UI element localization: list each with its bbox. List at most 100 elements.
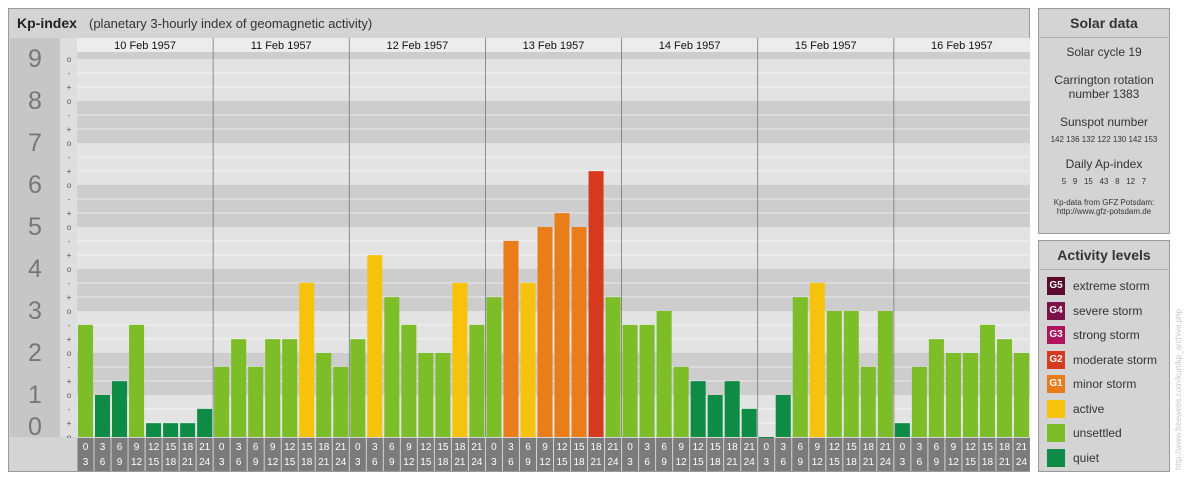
x-slot-end: 9 — [797, 457, 803, 468]
y-tick-label: 8 — [28, 87, 42, 115]
x-slot-end: 24 — [471, 457, 483, 468]
legend-item: G1 minor storm — [1047, 375, 1167, 393]
x-slot-end: 6 — [644, 457, 650, 468]
y-tick-label: 3 — [28, 297, 42, 325]
y-tick-label: 1 — [28, 381, 42, 409]
chart-title-bar: Kp-index (planetary 3-hourly index of ge… — [9, 9, 1029, 37]
solar-cycle: Solar cycle 19 — [1066, 45, 1142, 59]
x-slot-start: 15 — [573, 442, 585, 453]
x-slot-start: 18 — [454, 442, 466, 453]
credit-url: http://www.freewebs.com/kurt/kp_archive.… — [1174, 309, 1183, 470]
x-slot-start: 21 — [608, 442, 620, 453]
minor-mark-column — [60, 38, 77, 437]
minor-mark: + — [67, 293, 72, 302]
kp-bar — [571, 227, 587, 437]
minor-mark: o — [67, 391, 72, 400]
minor-mark: + — [67, 419, 72, 428]
x-slot-cell — [622, 438, 639, 471]
x-slot-start: 3 — [917, 442, 923, 453]
x-slot-start: 3 — [644, 442, 650, 453]
kp-bar — [962, 353, 978, 437]
legend-label: extreme storm — [1073, 279, 1150, 293]
minor-mark: + — [67, 335, 72, 344]
x-slot-start: 12 — [693, 442, 705, 453]
y-tick-label: 2 — [28, 339, 42, 367]
x-slot-cell — [366, 438, 383, 471]
x-slot-cell — [145, 438, 162, 471]
kp-bar — [622, 324, 638, 437]
kp-bar — [775, 395, 791, 437]
kp-bar — [503, 240, 519, 437]
x-slot-start: 3 — [236, 442, 242, 453]
activity-levels-heading: Activity levels — [1039, 241, 1169, 270]
minor-mark: o — [67, 433, 72, 442]
x-slot-cell — [383, 438, 400, 471]
kp-bar — [945, 353, 961, 437]
minor-mark: + — [67, 83, 72, 92]
y-tick-label: 6 — [28, 171, 42, 199]
x-slot-cell — [741, 438, 758, 471]
x-slot-start: 9 — [542, 442, 548, 453]
kp-bar — [469, 324, 485, 437]
day-label: 11 Feb 1957 — [251, 40, 312, 52]
kp-bar — [452, 282, 468, 437]
x-slot-end: 6 — [100, 457, 106, 468]
x-slot-cell — [554, 438, 571, 471]
legend-item: quiet — [1047, 448, 1167, 467]
x-slot-cell — [588, 438, 605, 471]
x-slot-cell — [928, 438, 945, 471]
x-slot-end: 3 — [491, 457, 497, 468]
minor-mark: - — [68, 195, 71, 204]
x-slot-cell — [571, 438, 588, 471]
kp-bar — [690, 381, 706, 437]
minor-mark: o — [67, 223, 72, 232]
x-slot-end: 24 — [199, 457, 211, 468]
kp-bar — [758, 437, 774, 438]
x-slot-cell — [792, 438, 809, 471]
minor-mark: - — [68, 321, 71, 330]
x-slot-end: 6 — [508, 457, 514, 468]
kp-bar — [894, 423, 910, 437]
ap-values: 5 9 15 43 8 12 7 — [1061, 177, 1147, 186]
kp-bar — [826, 311, 842, 437]
x-slot-end: 12 — [539, 457, 551, 468]
minor-mark: + — [67, 209, 72, 218]
x-slot-start: 0 — [627, 442, 633, 453]
x-slot-start: 6 — [525, 442, 531, 453]
x-slot-cell — [162, 438, 179, 471]
x-slot-end: 12 — [131, 457, 143, 468]
x-slot-end: 15 — [284, 457, 296, 468]
minor-mark: + — [67, 377, 72, 386]
x-slot-end: 3 — [83, 457, 89, 468]
kp-bar — [214, 366, 230, 437]
kp-bar — [78, 324, 94, 437]
x-slot-start: 12 — [829, 442, 841, 453]
x-slot-start: 12 — [965, 442, 977, 453]
x-slot-cell — [111, 438, 128, 471]
x-slot-start: 18 — [590, 442, 602, 453]
x-slot-end: 3 — [763, 457, 769, 468]
x-slot-start: 21 — [744, 442, 756, 453]
x-slot-end: 15 — [148, 457, 160, 468]
x-slot-cell — [996, 438, 1013, 471]
kp-bar — [1013, 353, 1029, 437]
x-slot-cell — [724, 438, 741, 471]
source-line-1: Kp-data from GFZ Potsdam: — [1053, 198, 1155, 207]
x-slot-start: 0 — [763, 442, 769, 453]
x-slot-end: 9 — [661, 457, 667, 468]
y-tick-label: 5 — [28, 213, 42, 241]
x-slot-start: 21 — [880, 442, 892, 453]
x-slot-end: 18 — [846, 457, 858, 468]
x-slot-cell — [809, 438, 826, 471]
kp-bar — [265, 339, 281, 437]
minor-mark: + — [67, 167, 72, 176]
x-slot-cell — [400, 438, 417, 471]
x-slot-end: 6 — [236, 457, 242, 468]
minor-mark: - — [68, 363, 71, 372]
kp-bar — [877, 311, 893, 437]
kp-bar — [724, 381, 740, 437]
x-slot-start: 12 — [284, 442, 296, 453]
x-slot-start: 9 — [814, 442, 820, 453]
x-slot-end: 3 — [900, 457, 906, 468]
legend-label: quiet — [1073, 450, 1100, 465]
